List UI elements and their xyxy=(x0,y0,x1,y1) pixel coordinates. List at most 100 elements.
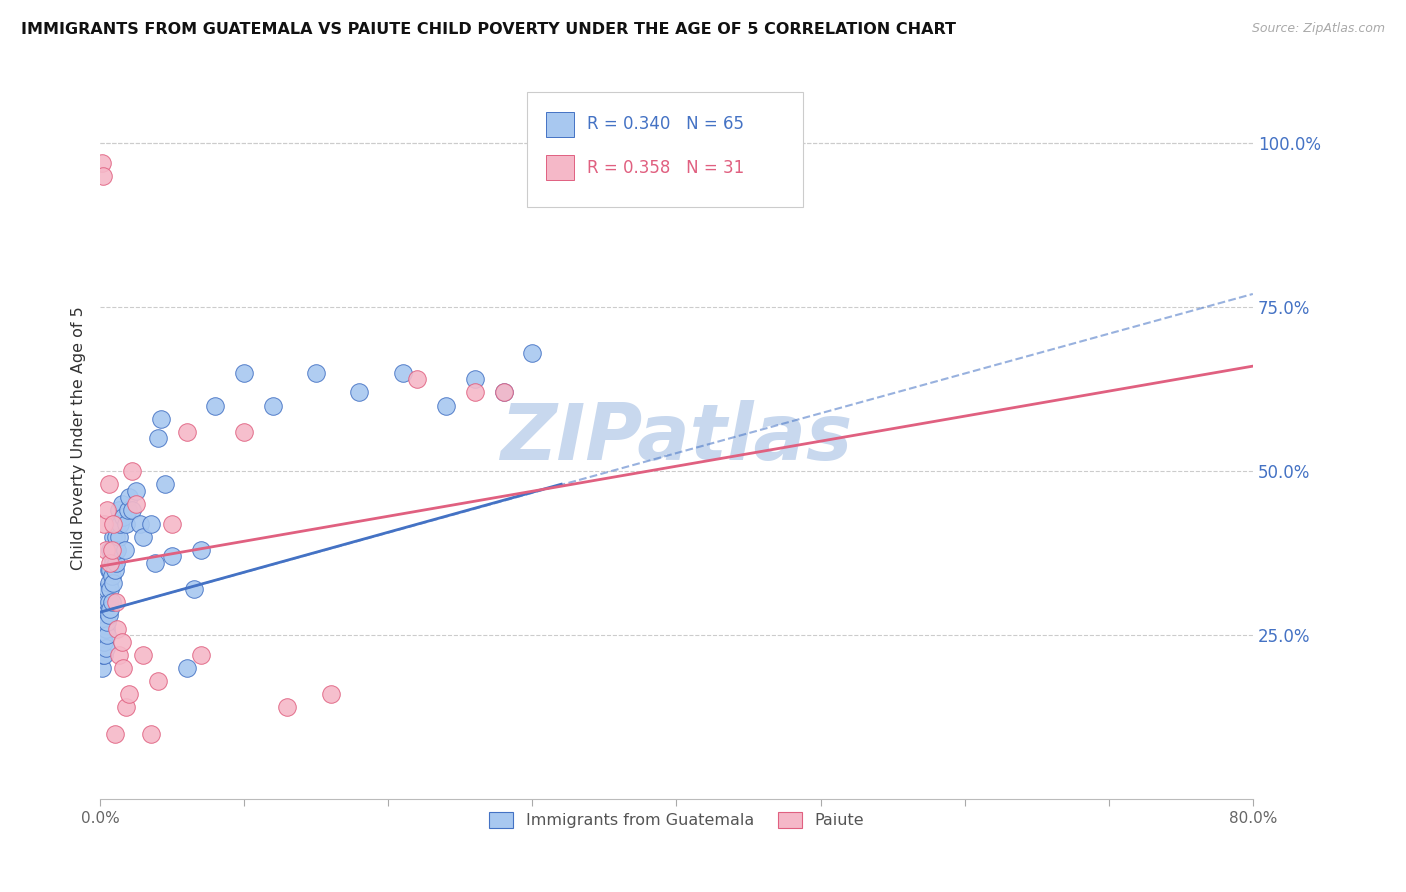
Point xyxy=(319,687,342,701)
Point xyxy=(176,661,198,675)
Point xyxy=(104,556,127,570)
Point xyxy=(522,346,544,360)
Point xyxy=(107,542,129,557)
Point xyxy=(112,661,135,675)
Point xyxy=(108,503,131,517)
Point xyxy=(146,431,169,445)
Point xyxy=(107,622,129,636)
Point xyxy=(349,385,371,400)
Text: R = 0.358   N = 31: R = 0.358 N = 31 xyxy=(586,159,744,177)
Point xyxy=(139,516,162,531)
Text: IMMIGRANTS FROM GUATEMALA VS PAIUTE CHILD POVERTY UNDER THE AGE OF 5 CORRELATION: IMMIGRANTS FROM GUATEMALA VS PAIUTE CHIL… xyxy=(21,22,956,37)
Point xyxy=(391,366,413,380)
FancyBboxPatch shape xyxy=(527,92,803,207)
Point xyxy=(190,542,212,557)
Point xyxy=(183,582,205,597)
Point xyxy=(111,634,134,648)
Point xyxy=(143,556,166,570)
Point xyxy=(93,648,115,662)
Point xyxy=(139,726,162,740)
Point xyxy=(101,530,124,544)
Point xyxy=(97,595,120,609)
Point xyxy=(305,366,328,380)
Point xyxy=(464,372,486,386)
Point xyxy=(112,510,135,524)
Point xyxy=(125,497,148,511)
Point xyxy=(190,648,212,662)
FancyBboxPatch shape xyxy=(546,155,574,180)
Point xyxy=(100,595,122,609)
Point xyxy=(406,372,429,386)
Point xyxy=(96,503,118,517)
Point xyxy=(91,628,114,642)
Point xyxy=(129,516,152,531)
Point xyxy=(149,411,172,425)
Point xyxy=(93,634,115,648)
Text: Source: ZipAtlas.com: Source: ZipAtlas.com xyxy=(1251,22,1385,36)
Text: ZIPatlas: ZIPatlas xyxy=(501,401,852,476)
Point xyxy=(132,648,155,662)
Point xyxy=(118,687,141,701)
Point xyxy=(93,516,115,531)
Point xyxy=(100,549,122,564)
Point xyxy=(93,608,115,623)
Point xyxy=(107,516,129,531)
Point xyxy=(115,700,138,714)
Point xyxy=(160,516,183,531)
Point xyxy=(103,726,125,740)
FancyBboxPatch shape xyxy=(546,112,574,136)
Point xyxy=(262,399,284,413)
Point xyxy=(103,562,125,576)
Point xyxy=(94,542,117,557)
Point xyxy=(90,661,112,675)
Point xyxy=(110,516,132,531)
Point xyxy=(98,602,121,616)
Point xyxy=(492,385,515,400)
Point xyxy=(132,530,155,544)
Point xyxy=(233,425,256,439)
Point xyxy=(101,575,124,590)
Point xyxy=(117,503,139,517)
Point xyxy=(104,530,127,544)
Point xyxy=(492,385,515,400)
Point xyxy=(97,575,120,590)
Point xyxy=(94,641,117,656)
Point xyxy=(97,608,120,623)
Point xyxy=(96,628,118,642)
Point xyxy=(97,562,120,576)
Point xyxy=(97,477,120,491)
Point xyxy=(100,542,122,557)
Point xyxy=(146,674,169,689)
Point xyxy=(153,477,176,491)
Point xyxy=(434,399,457,413)
Y-axis label: Child Poverty Under the Age of 5: Child Poverty Under the Age of 5 xyxy=(72,307,86,570)
Point xyxy=(114,542,136,557)
Point xyxy=(91,169,114,183)
Point xyxy=(96,595,118,609)
Point xyxy=(100,569,122,583)
Text: R = 0.340   N = 65: R = 0.340 N = 65 xyxy=(586,115,744,133)
Point xyxy=(121,503,143,517)
Point xyxy=(98,542,121,557)
Point xyxy=(464,385,486,400)
Point xyxy=(233,366,256,380)
Point xyxy=(121,464,143,478)
Point xyxy=(98,556,121,570)
Point xyxy=(108,530,131,544)
Point xyxy=(276,700,298,714)
Point xyxy=(90,155,112,169)
Point xyxy=(94,602,117,616)
Point xyxy=(103,542,125,557)
Point xyxy=(176,425,198,439)
Point xyxy=(96,582,118,597)
Point xyxy=(111,497,134,511)
Point xyxy=(125,483,148,498)
Point xyxy=(108,648,131,662)
Point xyxy=(101,516,124,531)
Point xyxy=(91,648,114,662)
Point xyxy=(104,595,127,609)
Point xyxy=(118,491,141,505)
Point xyxy=(160,549,183,564)
Legend: Immigrants from Guatemala, Paiute: Immigrants from Guatemala, Paiute xyxy=(482,805,870,835)
Point xyxy=(204,399,226,413)
